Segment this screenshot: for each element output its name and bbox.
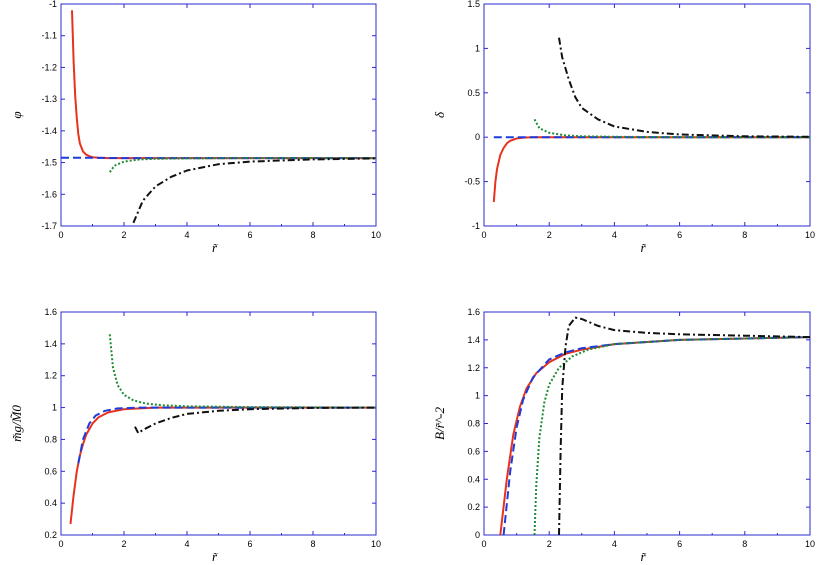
x-tick-label: 4: [184, 539, 189, 549]
y-tick-label: 0.6: [467, 446, 480, 456]
x-tick-label: 10: [371, 230, 381, 240]
x-tick-label: 6: [247, 539, 252, 549]
series-line-dashed-blue: [77, 406, 376, 464]
y-tick-label: 0.6: [44, 466, 57, 476]
plot-frame: [483, 3, 811, 227]
series-line-dotted-green: [533, 336, 810, 535]
series-line-dashdot-black: [558, 316, 810, 535]
series-line-solid-red: [492, 136, 810, 203]
x-tick-label: 6: [247, 230, 252, 240]
x-tick-label: 10: [805, 539, 815, 549]
x-tick-label: 2: [121, 230, 126, 240]
chart-panel-4: 0 2 4 6 8 10 1.6 1.4 1.2 1 0.8 0.6 0.4 0.2 0 r̃ B/r̃^-2: [432, 307, 815, 564]
y-tick-label: -1: [49, 0, 57, 9]
plot-frame: [483, 311, 811, 536]
y-tick-label: 0.4: [44, 498, 57, 508]
series-line-dashdot-black: [134, 406, 376, 435]
x-tick-label: 8: [742, 230, 747, 240]
x-axis-label: r̃: [212, 240, 219, 255]
x-tick-label: 2: [547, 539, 552, 549]
plot-frame: [60, 311, 377, 536]
y-tick-label: -1.5: [41, 158, 57, 168]
y-axis-label: φ: [9, 111, 24, 118]
x-tick-label: 8: [310, 539, 315, 549]
x-tick-label: 10: [371, 539, 381, 549]
y-tick-label: 0: [475, 530, 480, 540]
y-tick-label: 0.2: [467, 502, 480, 512]
y-tick-label: 1.2: [44, 371, 57, 381]
y-tick-label: 0.2: [44, 530, 57, 540]
x-tick-label: 2: [547, 230, 552, 240]
y-tick-label: -1.7: [41, 221, 57, 231]
x-tick-label: 4: [612, 230, 617, 240]
y-tick-label: 1: [475, 391, 480, 401]
y-tick-label: 0.5: [467, 88, 480, 98]
series-line-solid-red: [69, 406, 376, 525]
y-axis-label: δ: [432, 111, 447, 118]
y-tick-label: 0.8: [467, 419, 480, 429]
y-tick-label: -1.1: [41, 31, 57, 41]
y-tick-label: -1.6: [41, 189, 57, 199]
y-tick-label: 1: [52, 403, 57, 413]
y-tick-label: 1.5: [467, 0, 480, 9]
series-line-dashdot-black: [558, 37, 810, 138]
y-tick-label: -1.2: [41, 62, 57, 72]
series-line-dotted-green: [533, 118, 810, 139]
x-tick-label: 0: [58, 230, 63, 240]
x-axis-label: r̃: [640, 240, 647, 255]
chart-panel-3: 0 2 4 6 8 10 1.6 1.4 1.2 1 0.8 0.6 0.4 0.2 r̃ m̃g/M̃0: [9, 307, 381, 564]
x-tick-label: 8: [742, 539, 747, 549]
x-tick-label: 6: [677, 230, 682, 240]
y-tick-label: 0: [475, 132, 480, 142]
series-line-solid-red: [71, 10, 376, 160]
y-tick-label: 1.2: [467, 363, 480, 373]
y-tick-label: -1.4: [41, 126, 57, 136]
y-tick-label: 1.6: [467, 307, 480, 317]
x-tick-label: 10: [805, 230, 815, 240]
y-tick-label: 0.8: [44, 434, 57, 444]
x-axis-label: r̃: [212, 549, 219, 564]
series-line-dashed-blue: [502, 336, 810, 535]
chart-panel-1: 0 2 4 6 8 10 -1 -1.1 -1.2 -1.3 -1.4 -1.5 -1.6 -1.7 r̃ φ: [9, 0, 381, 255]
x-tick-label: 4: [184, 230, 189, 240]
series-line-dotted-green: [108, 157, 376, 173]
y-tick-label: 1.4: [44, 339, 57, 349]
x-axis-label: r̃: [640, 549, 647, 564]
x-tick-label: 0: [481, 230, 486, 240]
y-tick-label: 1.6: [44, 307, 57, 317]
series-line-solid-red: [499, 336, 810, 535]
x-tick-label: 0: [481, 539, 486, 549]
y-tick-label: -1.3: [41, 94, 57, 104]
plot-frame: [60, 3, 377, 227]
y-axis-label: B/r̃^-2: [432, 407, 447, 440]
x-tick-label: 2: [121, 539, 126, 549]
chart-panel-2: 0 2 4 6 8 10 1.5 1 0.5 0 -0.5 -1 r̃ δ: [432, 0, 815, 255]
x-tick-label: 4: [612, 539, 617, 549]
series-line-dashdot-black: [132, 157, 376, 224]
series-line-dotted-green: [108, 334, 376, 409]
y-axis-label: m̃g/M̃0: [9, 405, 24, 442]
x-tick-label: 6: [677, 539, 682, 549]
y-tick-label: 1: [475, 43, 480, 53]
x-tick-label: 0: [58, 539, 63, 549]
y-tick-label: -0.5: [464, 177, 480, 187]
y-tick-label: 1.4: [467, 335, 480, 345]
y-tick-label: -1: [472, 221, 480, 231]
x-tick-label: 8: [310, 230, 315, 240]
y-tick-label: 0.4: [467, 474, 480, 484]
